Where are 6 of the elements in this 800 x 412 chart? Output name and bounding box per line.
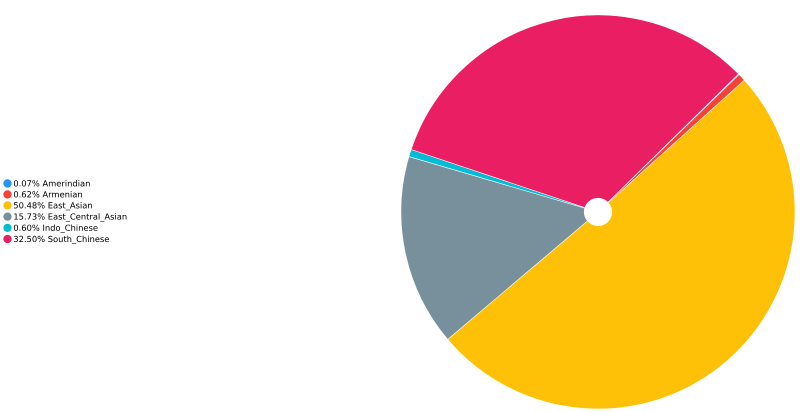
legend-label: 0.60% Indo_Chinese [14, 224, 98, 233]
legend-label: 50.48% East_Asian [14, 202, 92, 210]
legend-label: 0.62% Armenian [14, 191, 82, 198]
legend-label: 32.50% South_Chinese [14, 236, 109, 244]
legend-label: 0.07% Amerindian [14, 180, 90, 186]
legend-label: 15.73% East_Central_Asian [14, 213, 126, 222]
